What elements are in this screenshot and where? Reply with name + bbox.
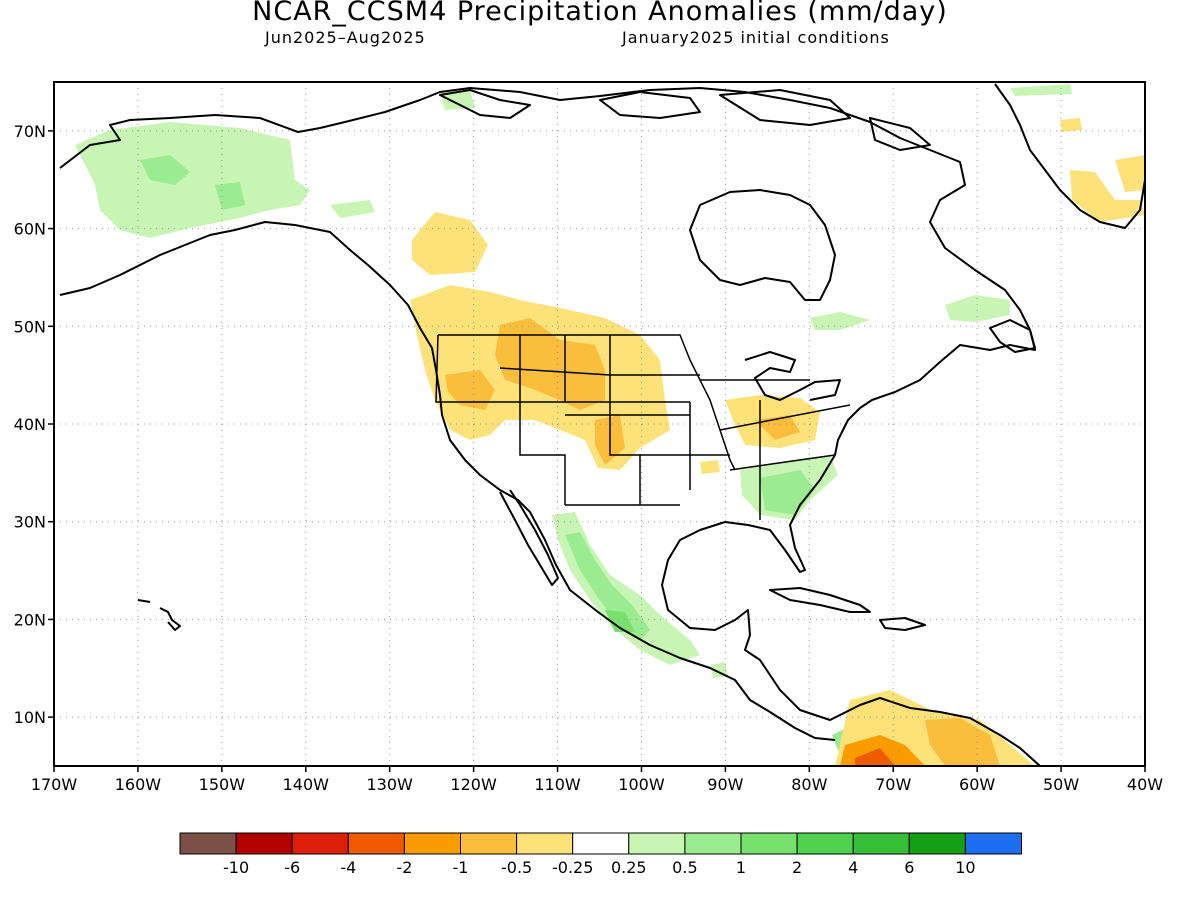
arctic-islands-wet	[440, 90, 475, 110]
alaska-coastline	[59, 87, 1036, 409]
greenland-dry-east	[1115, 155, 1145, 192]
season-subtitle: Jun2025–Aug2025	[265, 28, 426, 47]
great-lakes	[744, 351, 841, 401]
cuba-coastline	[769, 587, 871, 613]
lat-tick-label: 10N	[14, 708, 46, 727]
lon-tick-label: 160W	[115, 775, 162, 794]
lat-tick-label: 70N	[14, 122, 46, 141]
colorbar-swatch	[684, 832, 742, 855]
colorbar-label: -2	[396, 858, 412, 877]
lon-tick-label: 170W	[31, 775, 78, 794]
latitude-axis: 10N 20N 30N 40N 50N 60N 70N	[14, 122, 54, 727]
greenland-wet	[1010, 84, 1072, 96]
oregon-dry-anomaly	[445, 370, 495, 410]
hudson-bay-coastline	[689, 189, 836, 301]
lon-tick-label: 130W	[367, 775, 414, 794]
lon-tick-label: 60W	[959, 775, 995, 794]
lon-tick-label: 120W	[450, 775, 497, 794]
colorbar-swatch	[347, 832, 405, 855]
canada-east-wet-anomaly	[945, 295, 1010, 322]
longitude-axis: 170W 160W 150W 140W 130W 120W 110W 100W 90W 80W 70…	[31, 766, 1163, 794]
colorbar-label: 6	[904, 858, 914, 877]
colorbar: -10 -6 -4 -2 -1 -0.5 -0.25 0.25 0.5 1 2 4 6 10	[179, 832, 1023, 877]
colorbar-label: -4	[340, 858, 356, 877]
lon-tick-label: 110W	[534, 775, 581, 794]
colorbar-swatch	[908, 832, 966, 855]
colorbar-swatch	[460, 832, 518, 855]
colorbar-label: -6	[284, 858, 300, 877]
lat-tick-label: 40N	[14, 415, 46, 434]
northern-rockies-dry-anomaly	[495, 318, 605, 410]
western-mexico-wet-core	[605, 610, 635, 632]
newfoundland-coastline	[989, 319, 1036, 353]
coastlines	[59, 83, 1145, 766]
colorbar-label: 0.5	[672, 858, 697, 877]
alaska-south-coast	[59, 221, 836, 741]
lon-tick-label: 150W	[199, 775, 246, 794]
colorbar-swatch	[235, 832, 293, 855]
graticule	[54, 82, 1145, 766]
colorbar-label: -1	[453, 858, 469, 877]
anomaly-shading	[75, 84, 1145, 766]
colorbar-label: -0.5	[501, 858, 532, 877]
colorbar-label: 4	[848, 858, 858, 877]
alaska-wet-core	[140, 155, 190, 185]
colorbar-swatch	[852, 832, 910, 855]
colorbar-label: -10	[223, 858, 249, 877]
hawaii-coastline	[137, 599, 181, 631]
lon-tick-label: 90W	[707, 775, 743, 794]
colorbar-swatch	[572, 832, 630, 855]
colorbar-label: 2	[792, 858, 802, 877]
state-borders	[435, 334, 851, 520]
lon-tick-label: 140W	[283, 775, 330, 794]
northern-south-america-dry-core	[855, 748, 895, 766]
pacific-northwest-dry-anomaly	[412, 212, 488, 275]
colorbar-swatch	[179, 832, 237, 855]
map-title: NCAR_CCSM4 Precipitation Anomalies (mm/d…	[252, 0, 948, 27]
greenland-dry-anomaly	[1070, 170, 1145, 222]
hispaniola-coastline	[879, 617, 926, 631]
lon-tick-label: 80W	[791, 775, 827, 794]
venezuela-dry	[925, 718, 1000, 766]
colorbar-swatch	[796, 832, 854, 855]
lon-tick-label: 50W	[1043, 775, 1079, 794]
arkansas-dry	[700, 460, 720, 474]
greenland-coastline	[994, 83, 1145, 229]
colorbar-swatch	[516, 832, 574, 855]
colorbar-swatch	[740, 832, 798, 855]
colorbar-swatch	[628, 832, 686, 855]
map-body	[54, 82, 1145, 766]
colorbar-swatch	[291, 832, 349, 855]
hudson-wet	[810, 312, 870, 330]
lon-tick-label: 100W	[618, 775, 665, 794]
alaska-wet-anomaly	[75, 122, 310, 238]
yukon-wet-anomaly	[330, 200, 375, 218]
lon-tick-label: 40W	[1127, 775, 1163, 794]
lat-tick-label: 50N	[14, 317, 46, 336]
colorbar-label: 10	[955, 858, 975, 877]
gulf-coastline	[661, 454, 1041, 766]
arctic-islands	[439, 89, 931, 151]
lat-tick-label: 30N	[14, 513, 46, 532]
colorbar-swatch	[964, 832, 1023, 855]
colorbar-label: 1	[736, 858, 746, 877]
western-mexico-wet-anomaly	[565, 532, 650, 640]
colorbar-label: 0.25	[611, 858, 647, 877]
lon-tick-label: 70W	[875, 775, 911, 794]
colorbar-label: -0.25	[552, 858, 593, 877]
colorbar-swatch	[403, 832, 461, 855]
init-conditions-subtitle: January2025 initial conditions	[622, 28, 890, 47]
lat-tick-label: 20N	[14, 610, 46, 629]
baja-coastline	[499, 489, 559, 586]
alaska-wet-core-2	[215, 182, 245, 210]
greenland-dry-north	[1060, 118, 1082, 132]
east-coastline	[834, 407, 861, 456]
lat-tick-label: 60N	[14, 220, 46, 239]
